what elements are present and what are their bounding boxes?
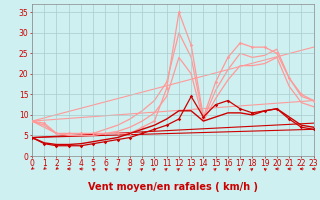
X-axis label: Vent moyen/en rafales ( km/h ): Vent moyen/en rafales ( km/h ) xyxy=(88,182,258,192)
